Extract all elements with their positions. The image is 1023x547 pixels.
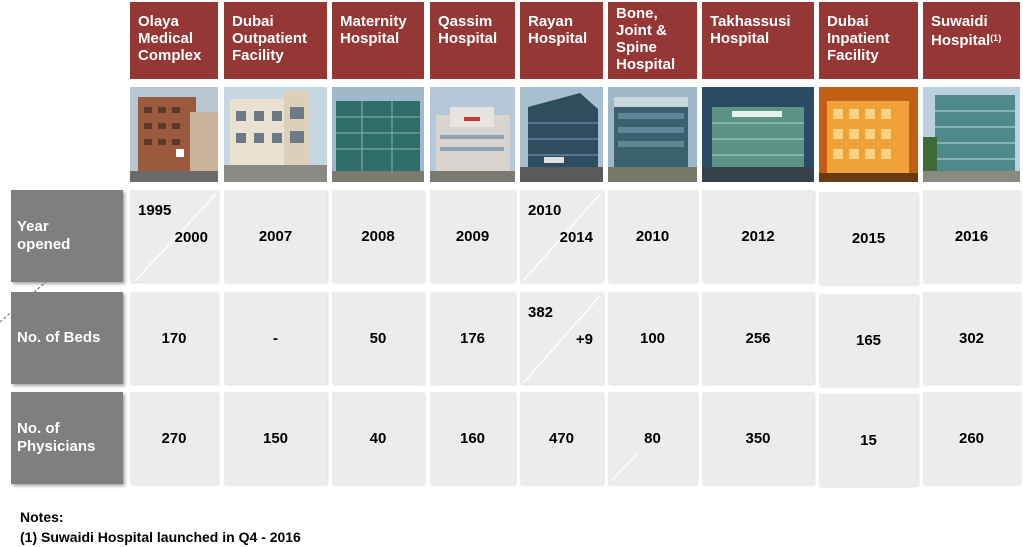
cell-beds-maternity: 50	[332, 292, 424, 384]
cell-year-takhassusi: 2012	[702, 190, 814, 282]
cell-physicians-dubai-inpatient: 15	[819, 394, 918, 486]
photo-takhassusi-hospital	[702, 87, 814, 182]
cell-physicians-dubai-outpatient: 150	[224, 392, 327, 484]
row-label-beds: No. of Beds	[11, 292, 123, 384]
cell-year-suwaidi: 2016	[923, 190, 1020, 282]
header-maternity-hospital: Maternity Hospital	[332, 2, 424, 79]
cell-physicians-takhassusi: 350	[702, 392, 814, 484]
photo-bone-joint-spine-hospital	[608, 87, 697, 182]
cell-year-rayan: 2010 2014	[520, 190, 603, 282]
cell-physicians-rayan: 470	[520, 392, 603, 484]
notes-heading: Notes:	[20, 509, 64, 525]
cell-year-maternity: 2008	[332, 190, 424, 282]
note-item: (1) Suwaidi Hospital launched in Q4 - 20…	[20, 529, 301, 545]
cell-year-qassim: 2009	[430, 190, 515, 282]
header-olaya-medical-complex: Olaya Medical Complex	[130, 2, 218, 79]
cell-physicians-olaya: 270	[130, 392, 218, 484]
cell-beds-dubai-inpatient: 165	[819, 294, 918, 386]
header-dubai-outpatient-facility: Dubai Outpatient Facility	[224, 2, 327, 79]
header-dubai-inpatient-facility: Dubai Inpatient Facility	[819, 2, 918, 79]
cell-beds-takhassusi: 256	[702, 292, 814, 384]
header-takhassusi-hospital: Takhassusi Hospital	[702, 2, 814, 79]
cell-year-dubai-outpatient: 2007	[224, 190, 327, 282]
cell-year-olaya: 1995 2000	[130, 190, 218, 282]
header-suwaidi-hospital: Suwaidi Hospital(1)	[923, 2, 1020, 79]
photo-rayan-hospital	[520, 87, 603, 182]
photo-olaya-medical-complex	[130, 87, 218, 182]
header-qassim-hospital: Qassim Hospital	[430, 2, 515, 79]
cell-beds-suwaidi: 302	[923, 292, 1020, 384]
photo-dubai-outpatient-facility	[224, 87, 327, 182]
cell-physicians-qassim: 160	[430, 392, 515, 484]
cell-beds-bone-joint-spine: 100	[608, 292, 697, 384]
photo-qassim-hospital	[430, 87, 515, 182]
photo-maternity-hospital	[332, 87, 424, 182]
cell-physicians-suwaidi: 260	[923, 392, 1020, 484]
cell-year-dubai-inpatient: 2015	[819, 192, 918, 284]
cell-physicians-maternity: 40	[332, 392, 424, 484]
cell-beds-olaya: 170	[130, 292, 218, 384]
photo-dubai-inpatient-facility	[819, 87, 918, 182]
header-rayan-hospital: Rayan Hospital	[520, 2, 603, 79]
cell-beds-dubai-outpatient: -	[224, 292, 327, 384]
cell-beds-rayan: 382 +9	[520, 292, 603, 384]
row-label-physicians: No. of Physicians	[11, 392, 123, 484]
notes-section: Notes: (1) Suwaidi Hospital launched in …	[20, 507, 301, 547]
header-bone-joint-spine-hospital: Bone, Joint & Spine Hospital	[608, 2, 697, 79]
cell-physicians-bone-joint-spine: 80	[608, 392, 697, 484]
cell-year-bone-joint-spine: 2010	[608, 190, 697, 282]
cell-beds-qassim: 176	[430, 292, 515, 384]
photo-suwaidi-hospital	[923, 87, 1020, 182]
row-label-year-opened: Year opened	[11, 190, 123, 282]
